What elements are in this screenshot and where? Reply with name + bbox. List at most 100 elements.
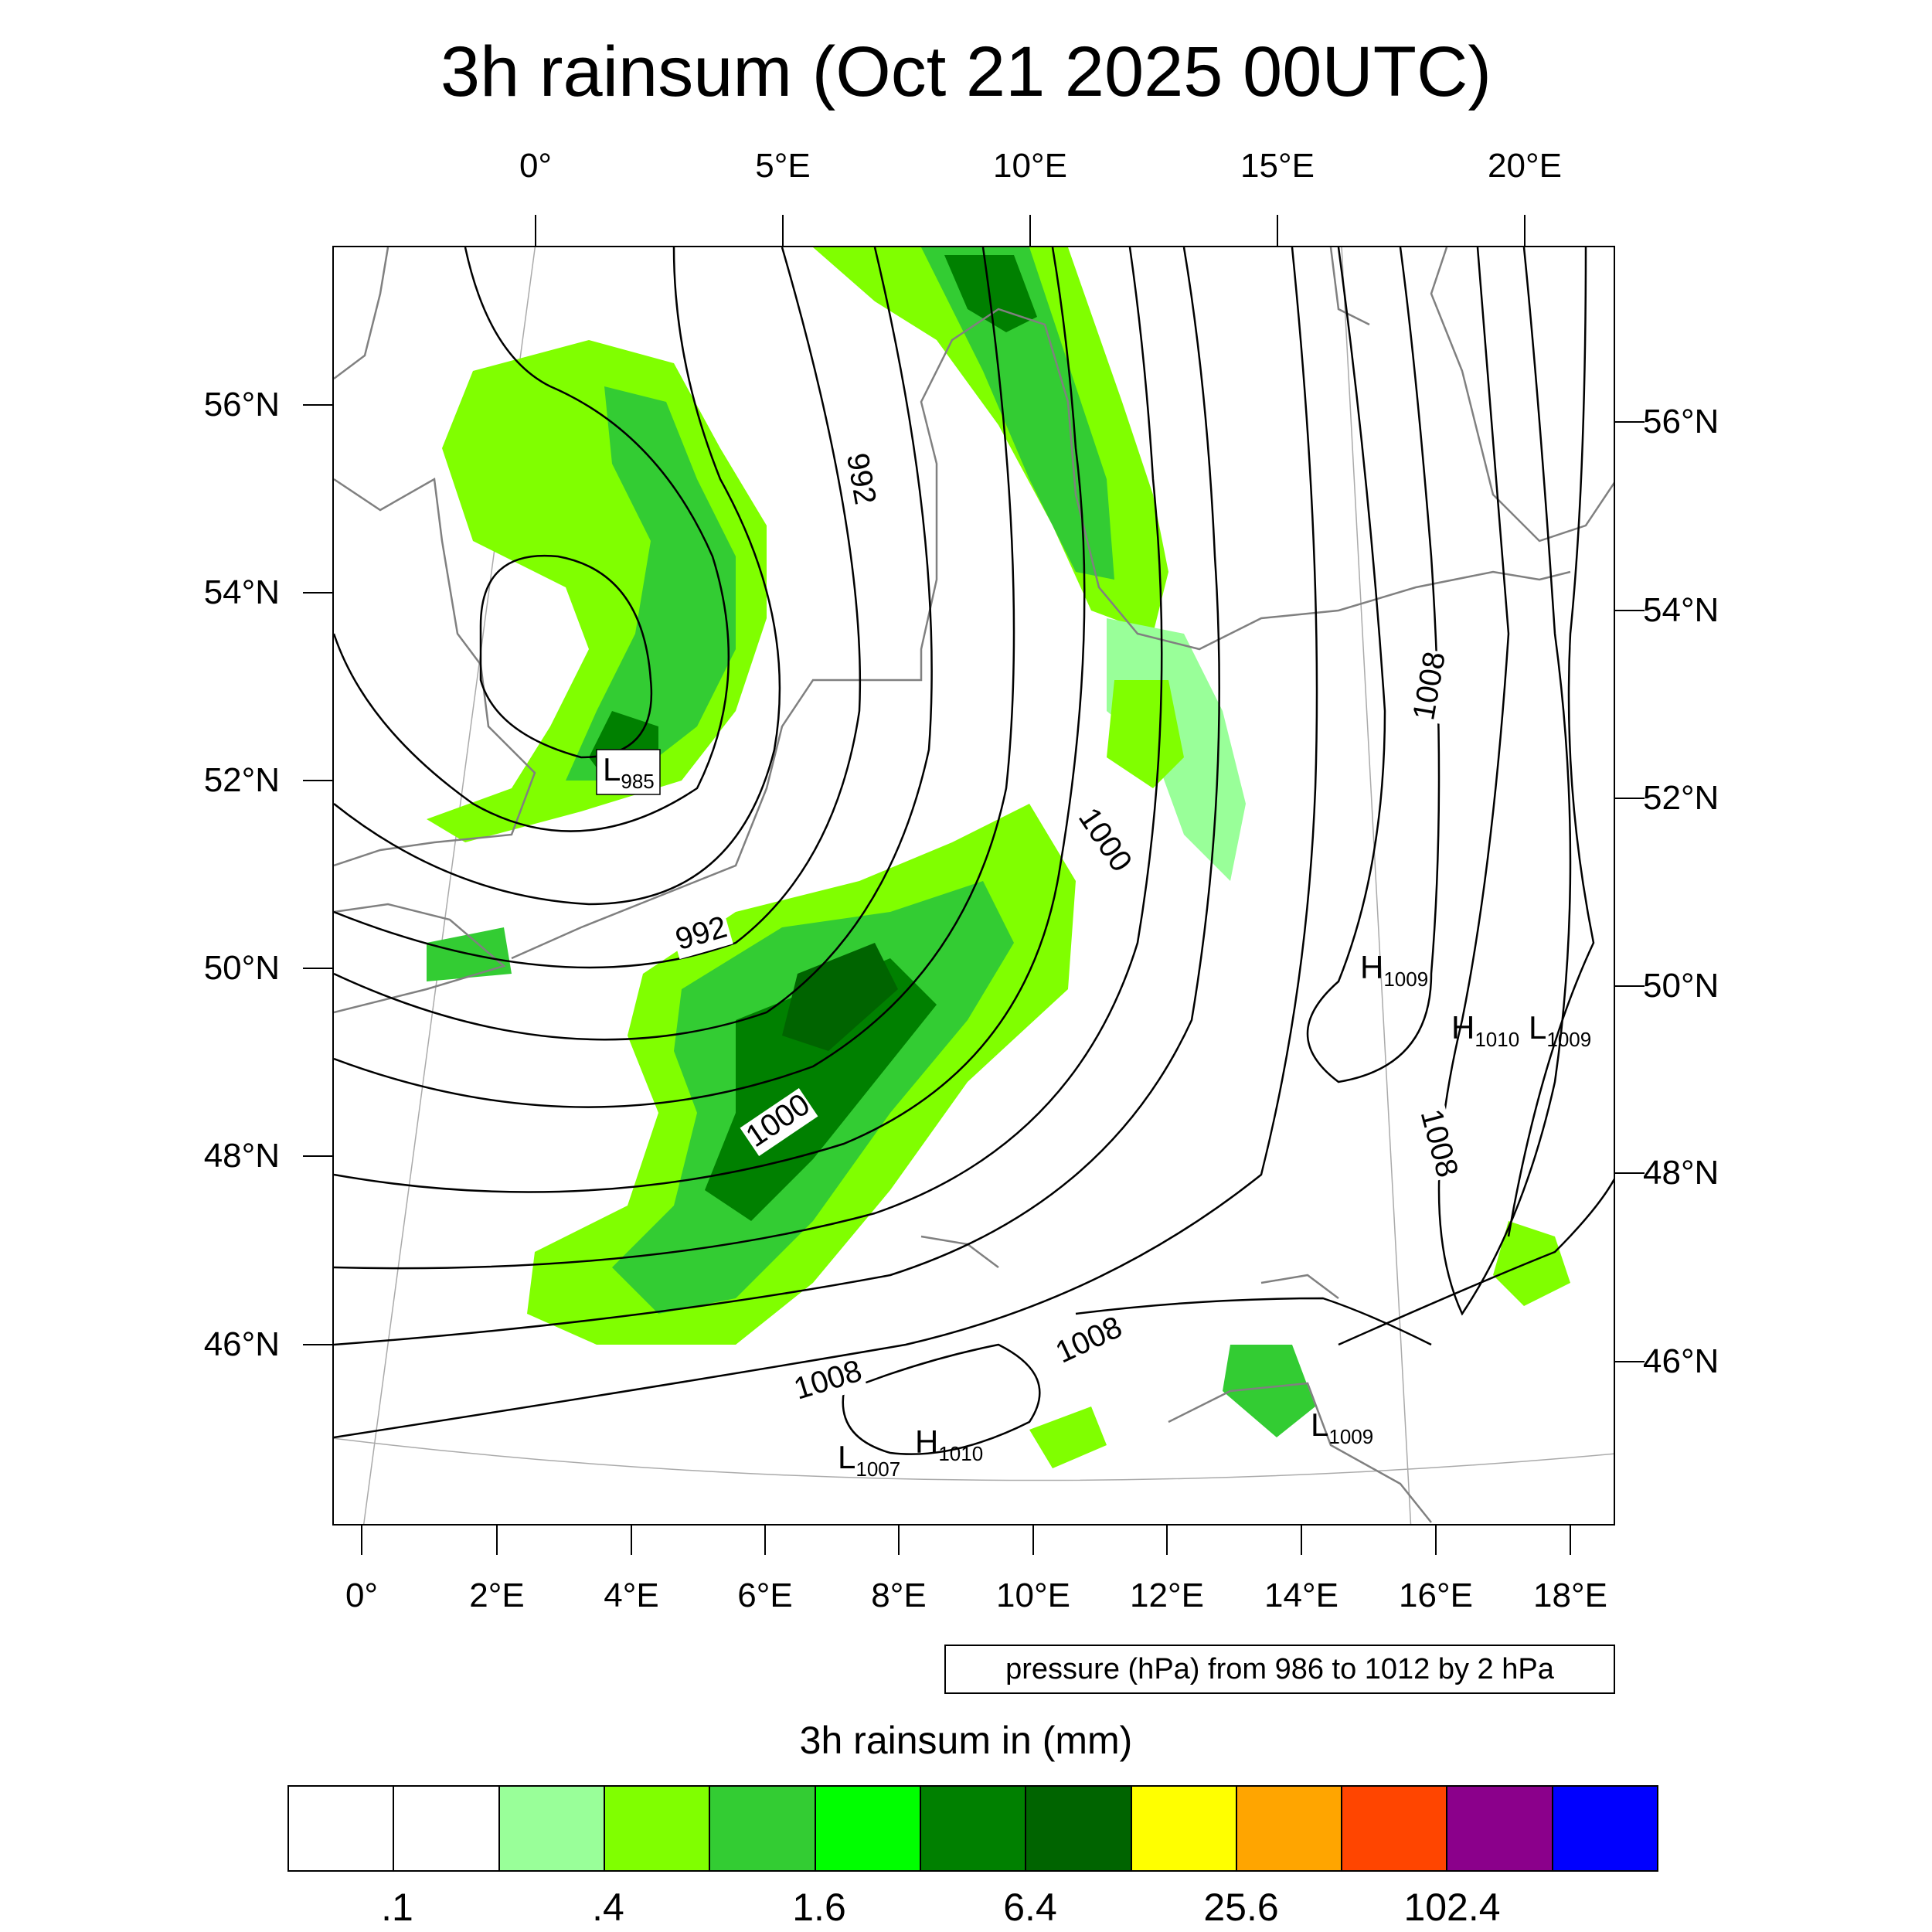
- coastline: [920, 1235, 999, 1268]
- left-lat-label: 56°N: [203, 386, 280, 423]
- coastline: [511, 308, 1571, 960]
- isobar: [1338, 1178, 1614, 1346]
- top-lon-label: 15°E: [1240, 147, 1315, 185]
- colorbar-swatch: [1236, 1787, 1343, 1870]
- high-center-label: H1010: [915, 1423, 983, 1465]
- left-lat-label: 52°N: [203, 761, 280, 799]
- coastline: [1329, 247, 1370, 326]
- right-lat-label: 48°N: [1643, 1154, 1719, 1192]
- isobar-label-bg: 1008: [1411, 1104, 1464, 1183]
- bottom-lon-label: 2°E: [469, 1577, 525, 1614]
- rain-area: [1223, 1345, 1315, 1437]
- colorbar-label: 1.6: [792, 1886, 846, 1929]
- isobar-label-bg: 1008: [1406, 648, 1454, 725]
- left-lat-label: 48°N: [203, 1137, 280, 1175]
- right-lat-label: 46°N: [1643, 1342, 1719, 1380]
- bottom-lon-label: 14°E: [1264, 1577, 1338, 1614]
- coastline: [1430, 247, 1614, 543]
- left-lat-label: 54°N: [203, 573, 280, 611]
- colorbar-swatch: [1553, 1787, 1658, 1870]
- high-center-label: H1010: [1451, 1009, 1519, 1051]
- isobar: [1075, 1297, 1432, 1346]
- isobar: [334, 247, 781, 906]
- left-lat-label: 50°N: [203, 949, 280, 987]
- rain-area: [1107, 680, 1184, 788]
- low-center-label: L1009: [1311, 1406, 1373, 1448]
- isobar-label-bg: 992: [838, 448, 883, 510]
- isobar: [334, 247, 1015, 1108]
- bottom-lon-label: 10°E: [996, 1577, 1070, 1614]
- isobar: [479, 554, 653, 759]
- isobar-label: 1008: [1050, 1310, 1127, 1369]
- map-canvas: 992 992 1000 1000 1008 1008: [334, 247, 1614, 1524]
- colorbar-swatch: [289, 1787, 395, 1870]
- isobar-label: 1008: [1406, 649, 1452, 723]
- colorbar-swatch: [1447, 1787, 1553, 1870]
- isobar-label-bg: 1008: [1050, 1310, 1129, 1372]
- map-title: 3h rainsum (Oct 21 2025 00UTC): [440, 32, 1492, 111]
- precipitation-field: [427, 247, 1570, 1468]
- isobars: [334, 247, 1614, 1455]
- colorbar-label: .1: [381, 1886, 413, 1929]
- top-lon-label: 5°E: [755, 147, 811, 185]
- coastline: [1260, 1274, 1339, 1299]
- map-panel[interactable]: 992 992 1000 1000 1008 1008: [332, 246, 1615, 1526]
- pressure-centers: L985 H1009 H1010 L1009 L1007 H1010 L1009: [596, 749, 1591, 1481]
- colorbar-title: 3h rainsum in (mm): [799, 1719, 1133, 1762]
- colorbar-swatch: [604, 1787, 711, 1870]
- colorbar-swatch: [1131, 1787, 1237, 1870]
- bottom-lon-label: 12°E: [1130, 1577, 1204, 1614]
- isobar: [1507, 247, 1595, 1237]
- bottom-lon-label: 4°E: [604, 1577, 659, 1614]
- coastline: [334, 477, 536, 867]
- colorbar-swatch: [1026, 1787, 1132, 1870]
- colorbar-label: .4: [592, 1886, 624, 1929]
- low-center-label: L1009: [1529, 1009, 1591, 1051]
- isobar: [1437, 247, 1572, 1316]
- right-lat-label: 56°N: [1643, 403, 1719, 440]
- coastline: [334, 247, 389, 379]
- right-lat-label: 50°N: [1643, 967, 1719, 1005]
- isobar: [334, 247, 933, 1041]
- top-lon-label: 20°E: [1488, 147, 1562, 185]
- isobar: [334, 247, 1220, 1346]
- colorbar-swatch: [499, 1787, 605, 1870]
- rain-area: [782, 943, 898, 1051]
- contour-info-box: pressure (hPa) from 986 to 1012 by 2 hPa: [944, 1645, 1615, 1694]
- rain-area: [1029, 1406, 1107, 1468]
- isobar: [334, 247, 1318, 1439]
- top-lon-label: 10°E: [993, 147, 1067, 185]
- isobar: [334, 247, 1163, 1270]
- rain-area: [566, 386, 736, 781]
- bottom-lon-label: 0°: [345, 1577, 379, 1614]
- rain-area: [921, 247, 1114, 580]
- colorbar-swatch: [394, 1787, 500, 1870]
- left-lat-label: 46°N: [203, 1325, 280, 1363]
- colorbar-label: 25.6: [1203, 1886, 1279, 1929]
- low-center-label: L985: [603, 751, 655, 793]
- coastlines: [334, 247, 1614, 1523]
- coastline: [334, 903, 506, 1014]
- rain-area: [1493, 1221, 1570, 1306]
- isobar: [1306, 247, 1440, 1083]
- rain-area: [705, 958, 937, 1221]
- right-lat-label: 52°N: [1643, 779, 1719, 817]
- high-center-label: H1009: [1360, 949, 1428, 991]
- bottom-lon-label: 16°E: [1399, 1577, 1473, 1614]
- colorbar-label: 102.4: [1403, 1886, 1501, 1929]
- colorbar-swatch: [710, 1787, 816, 1870]
- colorbar-swatch: [920, 1787, 1027, 1870]
- colorbar: [287, 1785, 1658, 1872]
- bottom-lon-label: 8°E: [871, 1577, 927, 1614]
- bottom-lon-label: 6°E: [737, 1577, 793, 1614]
- coastline: [1168, 1382, 1432, 1523]
- low-center-label: L1007: [838, 1439, 900, 1481]
- bottom-lon-label: 18°E: [1533, 1577, 1607, 1614]
- isobar-label-bg: 1000: [1070, 801, 1138, 880]
- top-lon-label: 0°: [519, 147, 553, 185]
- colorbar-label: 6.4: [1003, 1886, 1057, 1929]
- isobar: [842, 1343, 1041, 1455]
- colorbar-swatch: [815, 1787, 921, 1870]
- isobar: [334, 247, 862, 969]
